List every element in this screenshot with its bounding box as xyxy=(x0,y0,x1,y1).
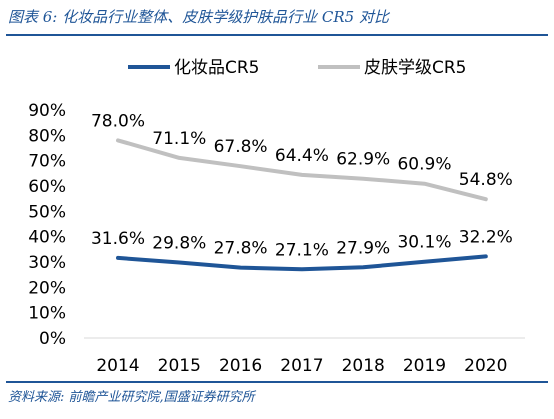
series-line-dermo xyxy=(116,138,488,202)
data-label-cosmetics: 29.8% xyxy=(152,234,206,254)
x-tick-label: 2018 xyxy=(342,356,385,376)
y-tick-label: 50% xyxy=(28,202,66,222)
data-label-dermo: 64.4% xyxy=(275,146,329,166)
data-label-dermo: 71.1% xyxy=(152,129,206,149)
data-label-dermo: 54.8% xyxy=(459,170,513,190)
data-label-cosmetics: 27.1% xyxy=(275,240,329,260)
data-label-cosmetics: 27.8% xyxy=(214,239,268,259)
data-label-dermo: 67.8% xyxy=(214,137,268,157)
y-tick-label: 90% xyxy=(28,101,66,121)
x-tick-label: 2017 xyxy=(280,356,323,376)
title-rule xyxy=(6,34,548,36)
x-tick-label: 2016 xyxy=(219,356,262,376)
source-note: 资料来源: 前瞻产业研究院,国盛证券研究所 xyxy=(8,390,255,405)
y-tick-label: 60% xyxy=(28,177,66,197)
y-tick-label: 0% xyxy=(39,329,66,349)
legend-label-dermo: 皮肤学级CR5 xyxy=(364,58,467,78)
y-tick-label: 80% xyxy=(28,126,66,146)
x-axis: 2014 2015 2016 2017 2018 2019 2020 xyxy=(84,337,525,376)
legend: 化妆品CR5 皮肤学级CR5 xyxy=(128,58,467,78)
data-label-dermo: 62.9% xyxy=(336,150,390,170)
x-tick-label: 2014 xyxy=(96,356,139,376)
y-axis: 0% 10% 20% 30% 40% 50% 60% 70% 80% 90% xyxy=(28,101,66,349)
data-label-cosmetics: 30.1% xyxy=(397,233,451,253)
data-label-cosmetics: 31.6% xyxy=(91,229,145,249)
source-rule xyxy=(6,381,548,383)
series-layer xyxy=(116,138,488,272)
data-label-dermo: 60.9% xyxy=(397,155,451,175)
y-tick-label: 30% xyxy=(28,253,66,273)
data-label-cosmetics: 32.2% xyxy=(459,227,513,247)
data-label-cosmetics: 27.9% xyxy=(336,238,390,258)
series-line-cosmetics xyxy=(116,254,488,272)
data-label-dermo: 78.0% xyxy=(91,111,145,131)
x-tick-label: 2019 xyxy=(403,356,446,376)
y-tick-label: 70% xyxy=(28,152,66,172)
legend-label-cosmetics: 化妆品CR5 xyxy=(174,58,260,78)
data-labels: 78.0% 71.1% 67.8% 64.4% 62.9% 60.9% 54.8% 31.6%… xyxy=(91,111,513,260)
x-tick-label: 2015 xyxy=(158,356,201,376)
chart-title: 图表 6: 化妆品行业整体、皮肤学级护肤品行业 CR5 对比 xyxy=(8,8,389,26)
y-tick-label: 20% xyxy=(28,278,66,298)
x-tick-label: 2020 xyxy=(464,356,507,376)
y-tick-label: 10% xyxy=(28,304,66,324)
y-tick-label: 40% xyxy=(28,228,66,248)
